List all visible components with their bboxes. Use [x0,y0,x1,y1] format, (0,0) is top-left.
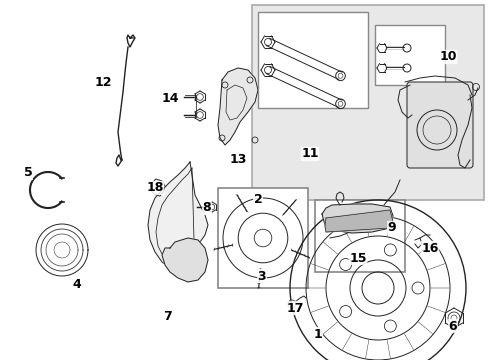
Text: 3: 3 [257,270,266,283]
Text: 17: 17 [285,301,303,315]
Bar [258,12,367,108]
Text: 10: 10 [438,50,456,63]
Text: 13: 13 [229,153,246,166]
Text: 16: 16 [421,242,438,255]
Polygon shape [148,162,207,268]
Bar [218,188,307,288]
Polygon shape [321,204,392,233]
Polygon shape [218,68,258,145]
Text: 5: 5 [23,166,32,180]
Text: 4: 4 [73,279,81,292]
Text: 2: 2 [253,193,262,207]
Bar [374,25,444,85]
Text: 11: 11 [301,148,318,161]
Text: 18: 18 [146,181,163,194]
FancyBboxPatch shape [406,82,472,168]
Text: 15: 15 [348,252,366,265]
Polygon shape [325,210,392,232]
Text: 6: 6 [448,320,456,333]
Text: 12: 12 [94,76,112,89]
Text: 1: 1 [313,328,322,341]
Text: 9: 9 [387,221,395,234]
Text: 8: 8 [202,202,211,215]
Bar [314,200,404,272]
Text: 7: 7 [163,310,172,323]
Text: 14: 14 [161,91,179,104]
Bar [251,5,483,200]
Polygon shape [162,238,207,282]
